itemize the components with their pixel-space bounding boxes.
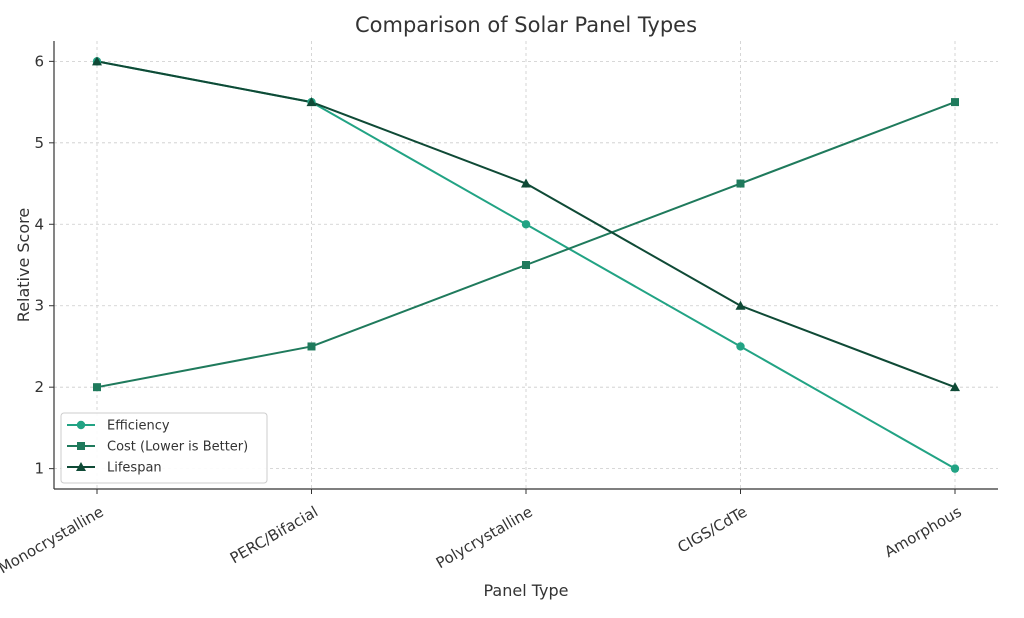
y-tick-label: 5	[34, 134, 44, 152]
y-axis-label: Relative Score	[14, 208, 33, 322]
legend-box	[60, 412, 268, 484]
y-tick-label: 6	[34, 52, 44, 70]
data-point	[951, 98, 959, 107]
y-tick-label: 3	[34, 297, 44, 315]
x-tick-label: Amorphous	[881, 502, 964, 561]
data-point	[92, 56, 102, 66]
data-markers	[92, 56, 960, 473]
data-point	[521, 220, 531, 229]
x-tick-label: Polycrystalline	[433, 503, 536, 573]
axes	[49, 41, 998, 494]
x-tick-label: CIGS/CdTe	[674, 503, 750, 557]
data-point	[950, 464, 960, 473]
y-tick-label: 2	[34, 378, 44, 396]
grid-lines	[54, 41, 998, 489]
data-point	[736, 342, 745, 351]
x-axis-label: Panel Type	[484, 581, 569, 600]
data-point	[950, 382, 960, 392]
legend-label: Efficiency	[107, 419, 170, 434]
data-point	[93, 383, 101, 392]
data-point	[736, 179, 745, 188]
legend: Efficiency Cost (Lower is Better) Lifespan	[60, 412, 268, 484]
chart-title: Comparison of Solar Panel Types	[355, 13, 697, 37]
x-tick-label: PERC/Bifacial	[227, 503, 321, 568]
data-point	[306, 97, 317, 107]
legend-label: Cost (Lower is Better)	[107, 440, 248, 455]
y-tick-label: 4	[34, 215, 44, 233]
data-point	[522, 261, 530, 269]
data-point	[735, 300, 746, 310]
x-tick-label: Monocrystalline	[0, 503, 107, 578]
legend-marker	[76, 420, 86, 430]
y-tick-label: 1	[34, 460, 44, 478]
data-point	[307, 342, 316, 351]
data-point	[521, 178, 531, 188]
tick-labels: 1 2 3 4 5 6 Monocrystalline PERC/Bifacial Polycr…	[0, 52, 965, 577]
legend-marker	[76, 462, 86, 471]
legend-marker	[77, 442, 85, 450]
legend-label: Lifespan	[107, 461, 162, 476]
